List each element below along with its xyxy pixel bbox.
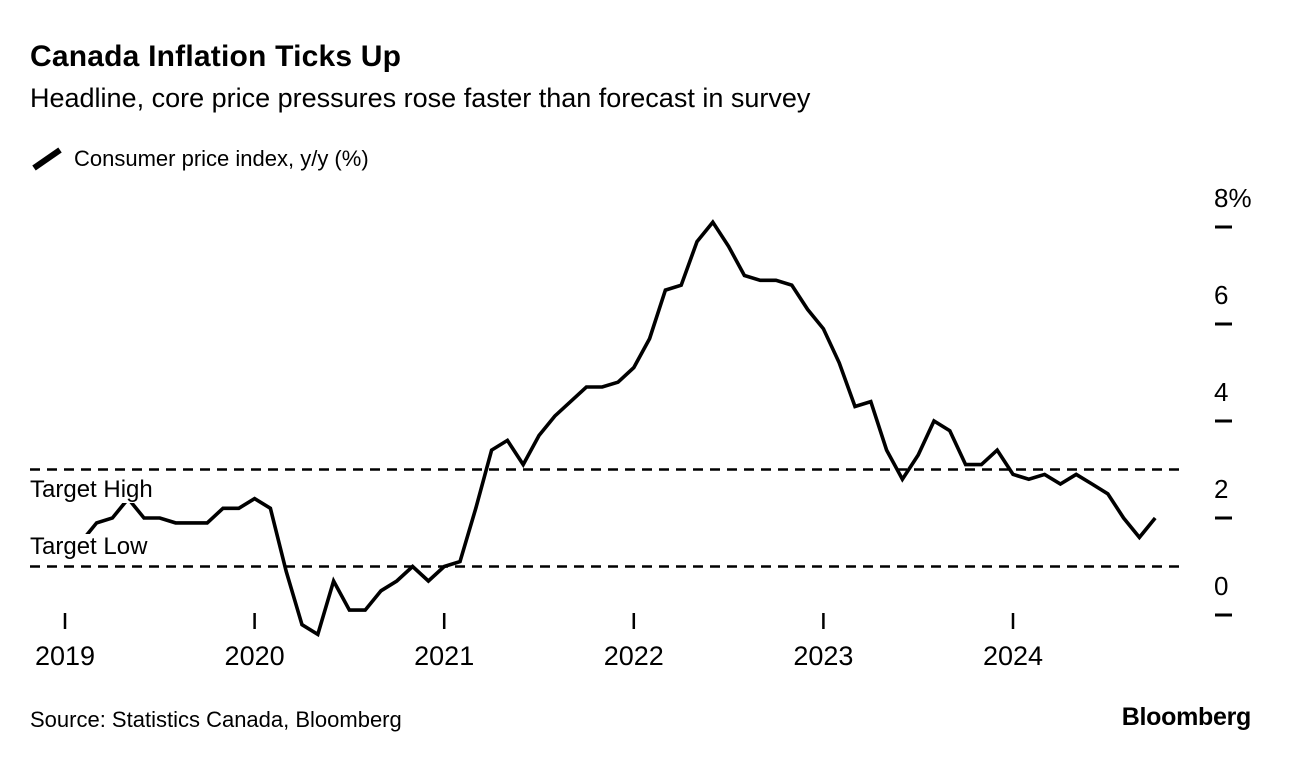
y-tick-label: 8% (1214, 183, 1252, 213)
x-tick-label: 2020 (224, 641, 285, 671)
x-tick-label: 2023 (793, 641, 854, 671)
x-tick-label: 2021 (414, 641, 475, 671)
cpi-series-line (64, 219, 1157, 638)
source-note: Source: Statistics Canada, Bloomberg (30, 707, 402, 732)
target-high-label: Target High (30, 476, 159, 503)
chart-subtitle: Headline, core price pressures rose fast… (30, 83, 811, 113)
bloomberg-logo: Bloomberg (1121, 703, 1252, 731)
target-low-label: Target Low (30, 533, 154, 560)
page-title: Canada Inflation Ticks Up (30, 40, 402, 73)
x-tick-label: 2019 (34, 641, 96, 671)
y-tick-label: 2 (1214, 474, 1229, 504)
line-series-icon (32, 147, 62, 171)
legend: Consumer price index, y/y (%) (30, 146, 369, 172)
y-tick-label: 4 (1214, 377, 1229, 407)
x-tick-label: 2024 (982, 641, 1044, 671)
y-tick-label: 0 (1214, 571, 1229, 601)
y-tick-label: 6 (1214, 280, 1229, 310)
x-tick-label: 2022 (603, 641, 664, 671)
legend-label: Consumer price index, y/y (%) (74, 146, 369, 171)
